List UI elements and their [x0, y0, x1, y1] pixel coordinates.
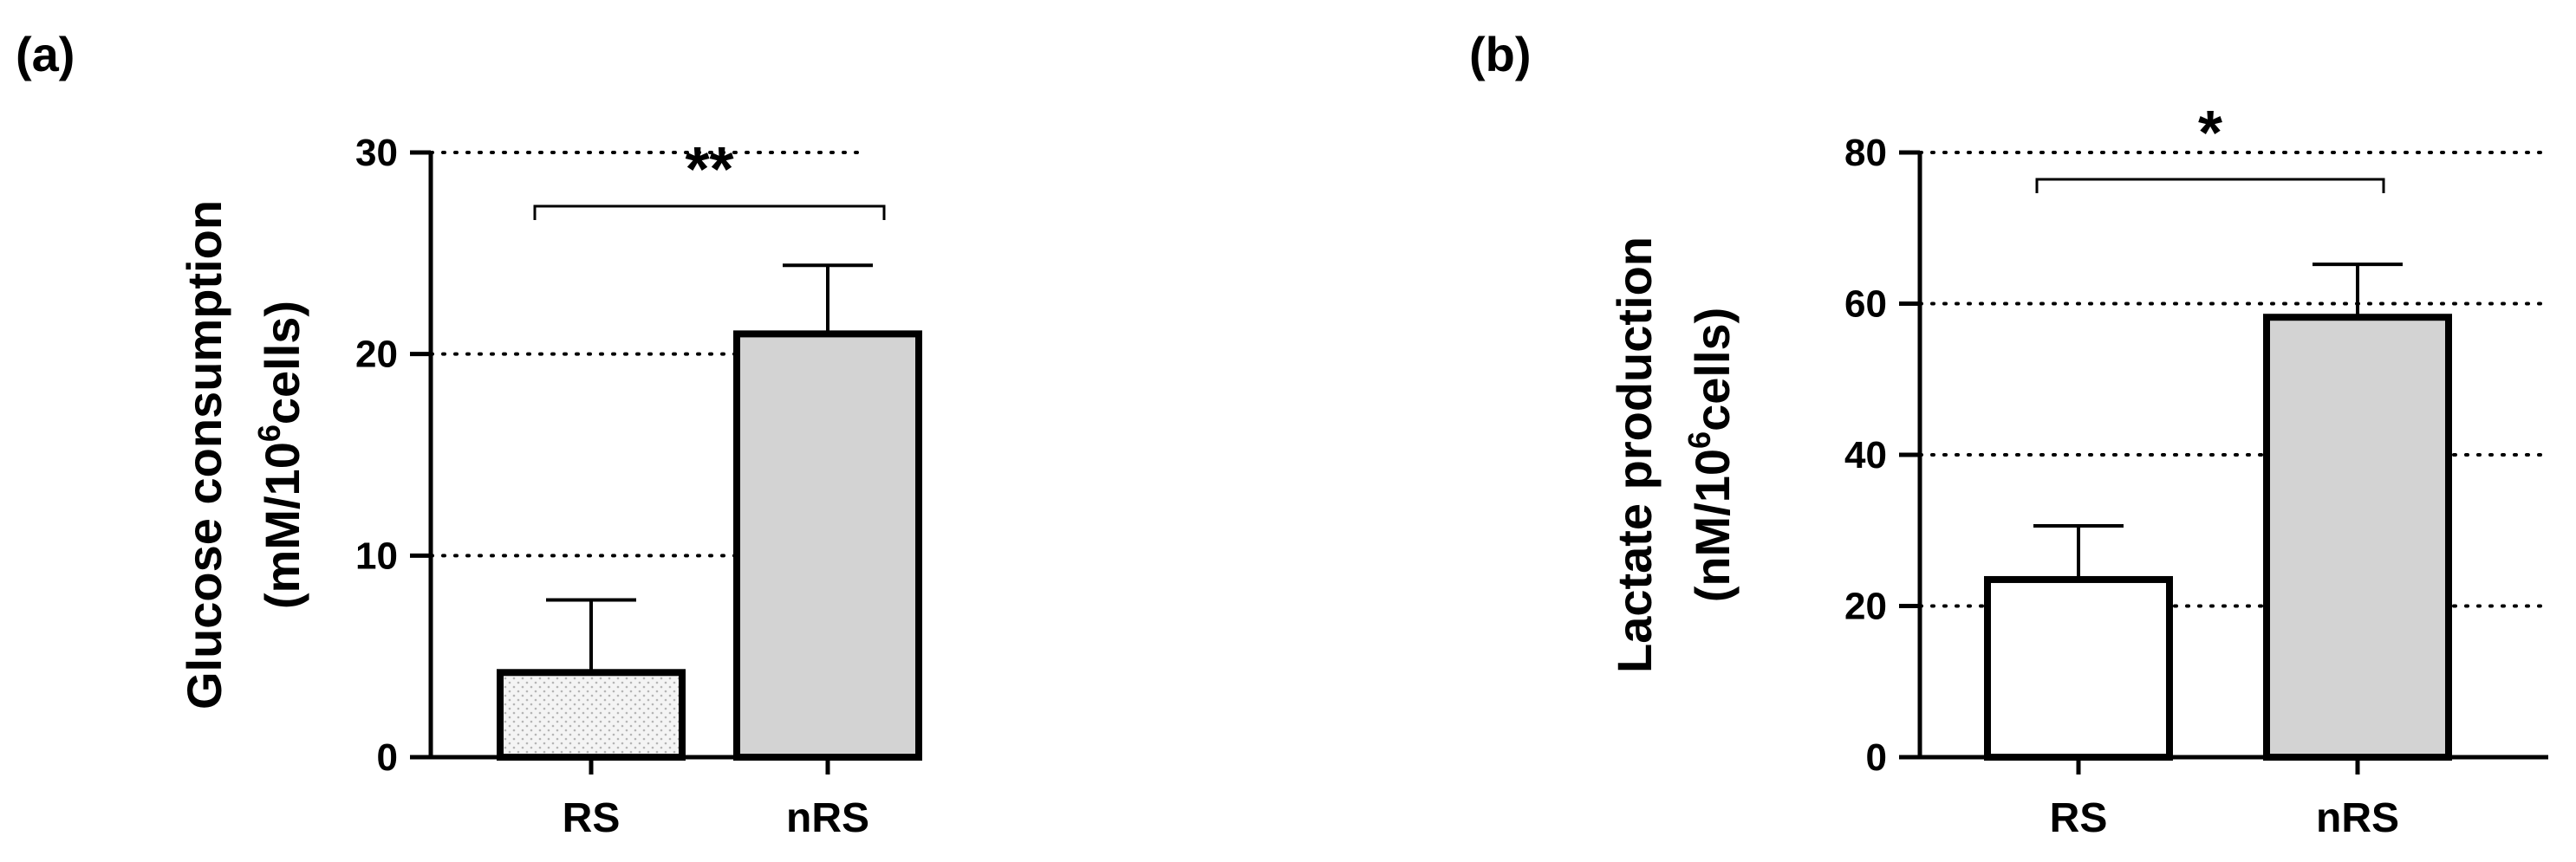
- significance-bracket: [2035, 178, 2385, 193]
- y-axis-title-line1: Glucose consumption: [177, 200, 231, 710]
- bar-nrs: [2263, 314, 2452, 761]
- y-tick-label: 80: [1844, 132, 1887, 174]
- y-axis-title-unit: (nM/10: [1685, 449, 1740, 602]
- chart-panel-b: (b) 0 20 40 60 80 RS nRS Lactate production (nM/1…: [1469, 27, 2550, 841]
- panel-label: (b): [1469, 27, 1532, 81]
- y-axis-title-line2: (mM/106cells): [251, 301, 309, 609]
- y-tick-label: 20: [355, 334, 398, 376]
- x-tick-label: RS: [2050, 795, 2108, 841]
- bar-nrs: [733, 330, 922, 761]
- y-axis-title-unit: (mM/10: [255, 442, 309, 609]
- bar-rs: [1984, 575, 2173, 762]
- bar-rs: [497, 669, 686, 762]
- y-tick-label: 30: [355, 132, 398, 174]
- y-tick-label: 60: [1844, 283, 1887, 326]
- y-axis-title-line2: (nM/106cells): [1682, 308, 1740, 603]
- y-axis-title-line1: Lactate production: [1607, 237, 1662, 673]
- y-tick-label: 40: [1844, 434, 1887, 476]
- y-axis-title-superscript: 6: [251, 425, 287, 442]
- significance-bracket: [533, 204, 886, 220]
- y-axis-title-unit-suffix: cells): [1685, 308, 1740, 431]
- significance-label: **: [685, 135, 733, 204]
- chart-panel-a: (a) 0 10 20 30 RS nRS Glucose consumption (mM/10…: [16, 27, 922, 841]
- y-tick-label: 20: [1844, 586, 1887, 628]
- y-tick-label: 0: [377, 736, 398, 779]
- x-tick-label: nRS: [2316, 795, 2399, 841]
- x-tick-label: nRS: [786, 795, 869, 841]
- x-tick-label: RS: [563, 795, 621, 841]
- significance-label: *: [2198, 99, 2222, 168]
- y-axis-title-superscript: 6: [1682, 431, 1717, 449]
- y-axis-title-unit-suffix: cells): [255, 301, 309, 425]
- y-tick-label: 10: [355, 535, 398, 577]
- panel-label: (a): [16, 27, 75, 81]
- y-tick-label: 0: [1866, 736, 1887, 779]
